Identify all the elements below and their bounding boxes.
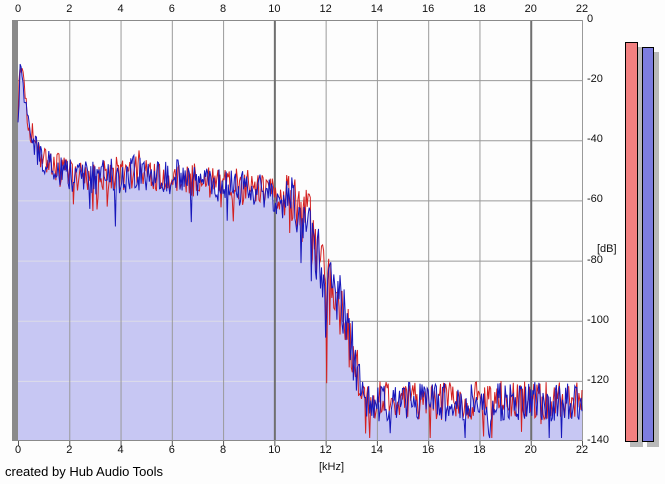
y-tick-label: -120: [587, 373, 610, 386]
x-tick-label-bottom: 18: [473, 444, 486, 456]
y-tick-label: -100: [587, 313, 610, 326]
x-tick-label-top: 8: [220, 3, 227, 15]
khz-axis-unit-label: [kHz]: [319, 461, 345, 473]
y-tick-label: -80: [587, 253, 603, 266]
x-tick-label-bottom: 10: [268, 444, 281, 456]
x-tick-label-top: 14: [370, 3, 384, 15]
y-tick-label: 0: [587, 13, 594, 25]
x-tick-label-bottom: 6: [168, 444, 175, 456]
spectrum-plot: [12, 20, 583, 446]
x-tick-label-top: 16: [422, 3, 435, 15]
x-tick-label-top: 0: [14, 3, 22, 15]
x-tick-label-bottom: 14: [370, 444, 384, 456]
x-tick-label-bottom: 20: [524, 444, 537, 456]
spectrum-trace-blue: [17, 63, 583, 439]
y-tick-label: -140: [587, 434, 610, 446]
x-tick-label-top: 22: [575, 3, 589, 15]
x-tick-label-bottom: 12: [319, 444, 332, 456]
x-tick-label-bottom: 4: [117, 444, 124, 456]
x-tick-label-bottom: 2: [66, 444, 73, 456]
credit-text: created by Hub Audio Tools: [5, 464, 164, 479]
y-tick-label: -60: [587, 193, 603, 206]
level-meter-left-bar: [625, 42, 638, 442]
x-tick-label-top: 12: [319, 3, 332, 15]
y-tick-label: -20: [587, 73, 603, 86]
db-axis-unit-label: [dB]: [597, 243, 617, 255]
x-tick-label-top: 10: [268, 3, 281, 15]
x-tick-label-bottom: 22: [575, 444, 589, 456]
y-tick-label: -40: [587, 133, 603, 146]
x-tick-label-bottom: 16: [422, 444, 435, 456]
x-tick-label-bottom: 8: [220, 444, 227, 456]
x-tick-label-top: 4: [117, 3, 124, 15]
x-tick-label-top: 20: [524, 3, 537, 15]
y-axis-wall: [12, 20, 18, 441]
x-tick-label-top: 2: [66, 3, 73, 15]
spectrum-fill-area: [18, 64, 582, 441]
level-meter-right-bar: [642, 47, 654, 442]
x-tick-label-top: 6: [168, 3, 175, 15]
x-tick-label-top: 18: [473, 3, 486, 15]
x-tick-label-bottom: 0: [14, 444, 22, 456]
